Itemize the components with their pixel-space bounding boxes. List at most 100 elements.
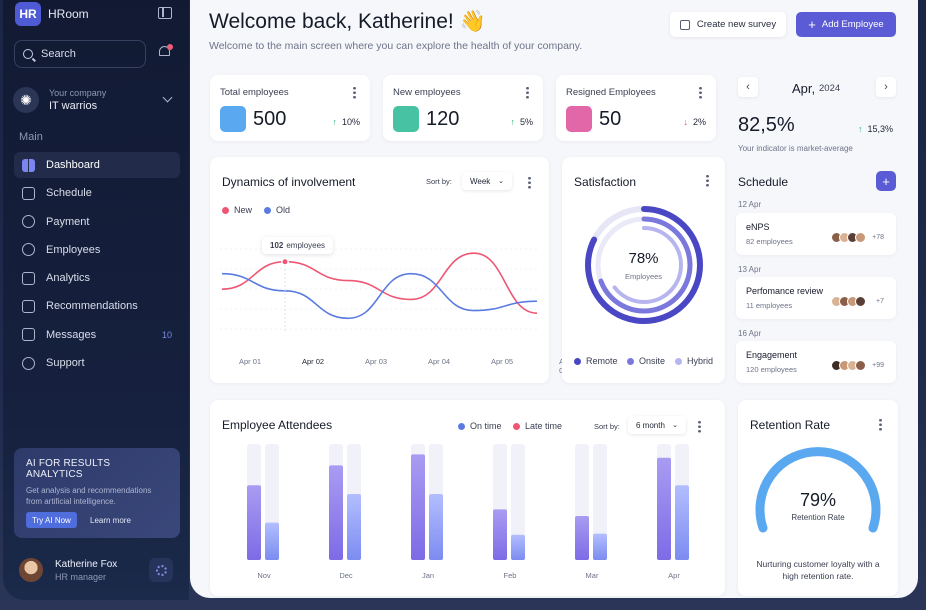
retention-gauge xyxy=(755,447,881,533)
satisfaction-value: 78% xyxy=(628,250,659,267)
bar-on-time-nov[interactable] xyxy=(247,485,261,560)
more-icon[interactable] xyxy=(879,418,882,431)
company-switcher[interactable]: ✺ Your company IT warrios xyxy=(13,82,179,118)
stat-value: 120 xyxy=(426,108,460,130)
message-icon xyxy=(22,328,35,342)
more-icon[interactable] xyxy=(698,420,701,433)
schedule-item-sub: 11 employees xyxy=(746,301,793,310)
bar-late-time-feb[interactable] xyxy=(511,534,525,560)
bar-late-time-apr[interactable] xyxy=(675,485,689,560)
legend-hybrid: Hybrid xyxy=(675,356,713,366)
sidebar-toggle-icon[interactable] xyxy=(158,7,172,19)
sidebar-item-analytics[interactable]: Analytics xyxy=(14,265,180,291)
legend-late-time: Late time xyxy=(513,421,562,431)
create-survey-button[interactable]: Create new survey xyxy=(670,12,786,37)
stat-value: 500 xyxy=(253,108,287,130)
chevron-down-icon xyxy=(162,92,173,103)
plus-icon: + xyxy=(808,17,816,32)
bar-late-time-dec[interactable] xyxy=(347,494,361,560)
sidebar-item-messages[interactable]: Messages 10 xyxy=(14,322,180,348)
schedule-item-engagement[interactable]: Engagement 120 employees +99 xyxy=(736,341,896,383)
prev-month-button[interactable]: ‹ xyxy=(738,77,758,97)
stat-change: ↑ 10% xyxy=(332,117,360,127)
more-icon[interactable] xyxy=(353,86,356,99)
series-line-new xyxy=(221,252,538,314)
more-icon[interactable] xyxy=(526,86,529,99)
legend-remote: Remote xyxy=(574,356,618,366)
retention-value: 79% xyxy=(799,490,837,510)
learn-more-link[interactable]: Learn more xyxy=(90,515,131,525)
search-input[interactable]: Search xyxy=(14,40,146,68)
bar-track xyxy=(511,444,525,560)
search-label: Search xyxy=(41,48,76,60)
avatar-more-count: +7 xyxy=(876,298,884,305)
more-icon[interactable] xyxy=(699,86,702,99)
bar-on-time-dec[interactable] xyxy=(329,465,343,560)
involvement-card: Dynamics of involvement Sort by: Week ⌄ … xyxy=(210,157,571,383)
stat-card-resigned: Resigned Employees 50 ↓ 2% xyxy=(556,75,716,141)
more-icon[interactable] xyxy=(706,174,709,187)
sidebar-item-label: Schedule xyxy=(46,187,92,200)
sort-dropdown[interactable]: Week ⌄ xyxy=(462,172,512,190)
user-profile[interactable]: Katherine Fox HR manager xyxy=(19,558,117,582)
user-name: Katherine Fox xyxy=(55,558,118,570)
add-employee-label: Add Employee xyxy=(821,19,884,30)
bar-on-time-apr[interactable] xyxy=(657,457,671,560)
involvement-line-chart xyxy=(220,248,540,332)
sidebar-item-schedule[interactable]: Schedule xyxy=(14,180,180,206)
app-logo[interactable]: HR xyxy=(15,2,41,26)
try-ai-button[interactable]: Try AI Now xyxy=(26,512,77,528)
indicator-change: ↑ 15,3% xyxy=(858,124,894,134)
x-tick-label: Apr 02 xyxy=(301,357,325,366)
calendar-year: 2024 xyxy=(819,83,841,94)
x-tick-label: Apr 04 xyxy=(427,357,451,366)
x-tick-label: Jan xyxy=(421,571,435,580)
avatar-group xyxy=(831,360,866,371)
ai-promo-desc: Get analysis and recommendations from ar… xyxy=(26,486,152,506)
page-title: Welcome back, Katherine! 👋 xyxy=(209,10,486,33)
schedule-date: 16 Apr xyxy=(738,329,762,338)
legend-old: Old xyxy=(264,205,290,215)
schedule-item-performance[interactable]: Perfomance review 11 employees +7 xyxy=(736,277,896,319)
sidebar-item-support[interactable]: Support xyxy=(14,350,180,376)
bar-on-time-feb[interactable] xyxy=(493,509,507,560)
sidebar-item-employees[interactable]: Employees xyxy=(14,237,180,263)
ai-promo-title: AI FOR RESULTS ANALYTICS xyxy=(26,458,111,480)
bar-on-time-jan[interactable] xyxy=(411,454,425,560)
ai-promo-card: AI FOR RESULTS ANALYTICS Get analysis an… xyxy=(14,448,180,538)
star-icon xyxy=(22,299,35,313)
bar-late-time-nov[interactable] xyxy=(265,522,279,560)
settings-button[interactable] xyxy=(149,558,173,582)
retention-card: Retention Rate 79% Retention Rate Nurtur… xyxy=(738,400,898,596)
stat-label: Resigned Employees xyxy=(566,87,656,98)
x-tick-label: Apr 03 xyxy=(364,357,388,366)
add-employee-button[interactable]: + Add Employee xyxy=(796,12,896,37)
schedule-item-sub: 120 employees xyxy=(746,365,797,374)
sidebar-item-label: Messages xyxy=(46,328,97,341)
card-title: Employee Attendees xyxy=(222,418,333,432)
schedule-item-title: Perfomance review xyxy=(746,286,824,296)
stat-label: Total employees xyxy=(220,87,289,98)
add-schedule-button[interactable]: + xyxy=(876,171,896,191)
calendar-icon xyxy=(22,186,35,200)
main-content: Welcome back, Katherine! 👋 Welcome to th… xyxy=(190,0,918,598)
sidebar-item-label: Support xyxy=(46,357,85,370)
next-month-button[interactable]: › xyxy=(876,77,896,97)
stat-card-new: New employees 120 ↑ 5% xyxy=(383,75,543,141)
bar-late-time-mar[interactable] xyxy=(593,533,607,560)
highlight-point[interactable] xyxy=(281,257,289,266)
legend-on-time: On time xyxy=(458,421,502,431)
sidebar-item-payment[interactable]: Payment xyxy=(14,209,180,235)
bar-late-time-jan[interactable] xyxy=(429,494,443,560)
chevron-down-icon: ⌄ xyxy=(672,422,678,429)
more-icon[interactable] xyxy=(528,176,531,189)
company-logo-icon: ✺ xyxy=(13,87,39,113)
stat-card-total: Total employees 500 ↑ 10% xyxy=(210,75,370,141)
bar-on-time-mar[interactable] xyxy=(575,516,589,560)
sidebar-item-recommendations[interactable]: Recommendations xyxy=(14,293,180,319)
sort-dropdown[interactable]: 6 month ⌄ xyxy=(628,416,686,434)
schedule-item-enps[interactable]: eNPS 82 employees +78 xyxy=(736,213,896,255)
bell-icon[interactable] xyxy=(158,44,173,59)
sort-label: Sort by: xyxy=(426,177,452,186)
sidebar-item-dashboard[interactable]: Dashboard xyxy=(14,152,180,178)
